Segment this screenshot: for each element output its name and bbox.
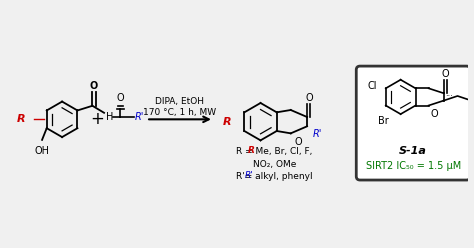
Text: H: H xyxy=(107,112,114,122)
Text: O: O xyxy=(117,93,124,103)
Text: R'= alkyl, phenyl: R'= alkyl, phenyl xyxy=(236,172,313,181)
Text: O: O xyxy=(442,69,449,79)
Text: O: O xyxy=(431,109,438,119)
Text: +: + xyxy=(90,110,104,128)
Text: 170 °C, 1 h, MW: 170 °C, 1 h, MW xyxy=(144,108,217,117)
Text: O: O xyxy=(90,81,98,91)
Text: R: R xyxy=(223,117,232,127)
Text: R: R xyxy=(17,114,25,124)
Text: R': R' xyxy=(135,112,144,122)
Text: ···: ··· xyxy=(446,92,453,101)
Text: R = Me, Br, Cl, F,: R = Me, Br, Cl, F, xyxy=(237,147,313,156)
Text: Br: Br xyxy=(378,116,389,126)
Text: R': R' xyxy=(313,129,322,139)
Text: OH: OH xyxy=(35,146,50,156)
Text: O: O xyxy=(305,93,313,102)
Text: SIRT2 IC₅₀ = 1.5 μM: SIRT2 IC₅₀ = 1.5 μM xyxy=(365,161,461,171)
Text: DIPA, EtOH: DIPA, EtOH xyxy=(155,97,204,106)
Text: NO₂, OMe: NO₂, OMe xyxy=(253,160,296,169)
Text: R: R xyxy=(247,146,255,155)
Text: O: O xyxy=(294,137,302,147)
FancyBboxPatch shape xyxy=(356,66,470,180)
Text: S-1a: S-1a xyxy=(399,146,427,155)
Text: Cl: Cl xyxy=(368,81,377,91)
Text: R': R' xyxy=(245,171,254,180)
